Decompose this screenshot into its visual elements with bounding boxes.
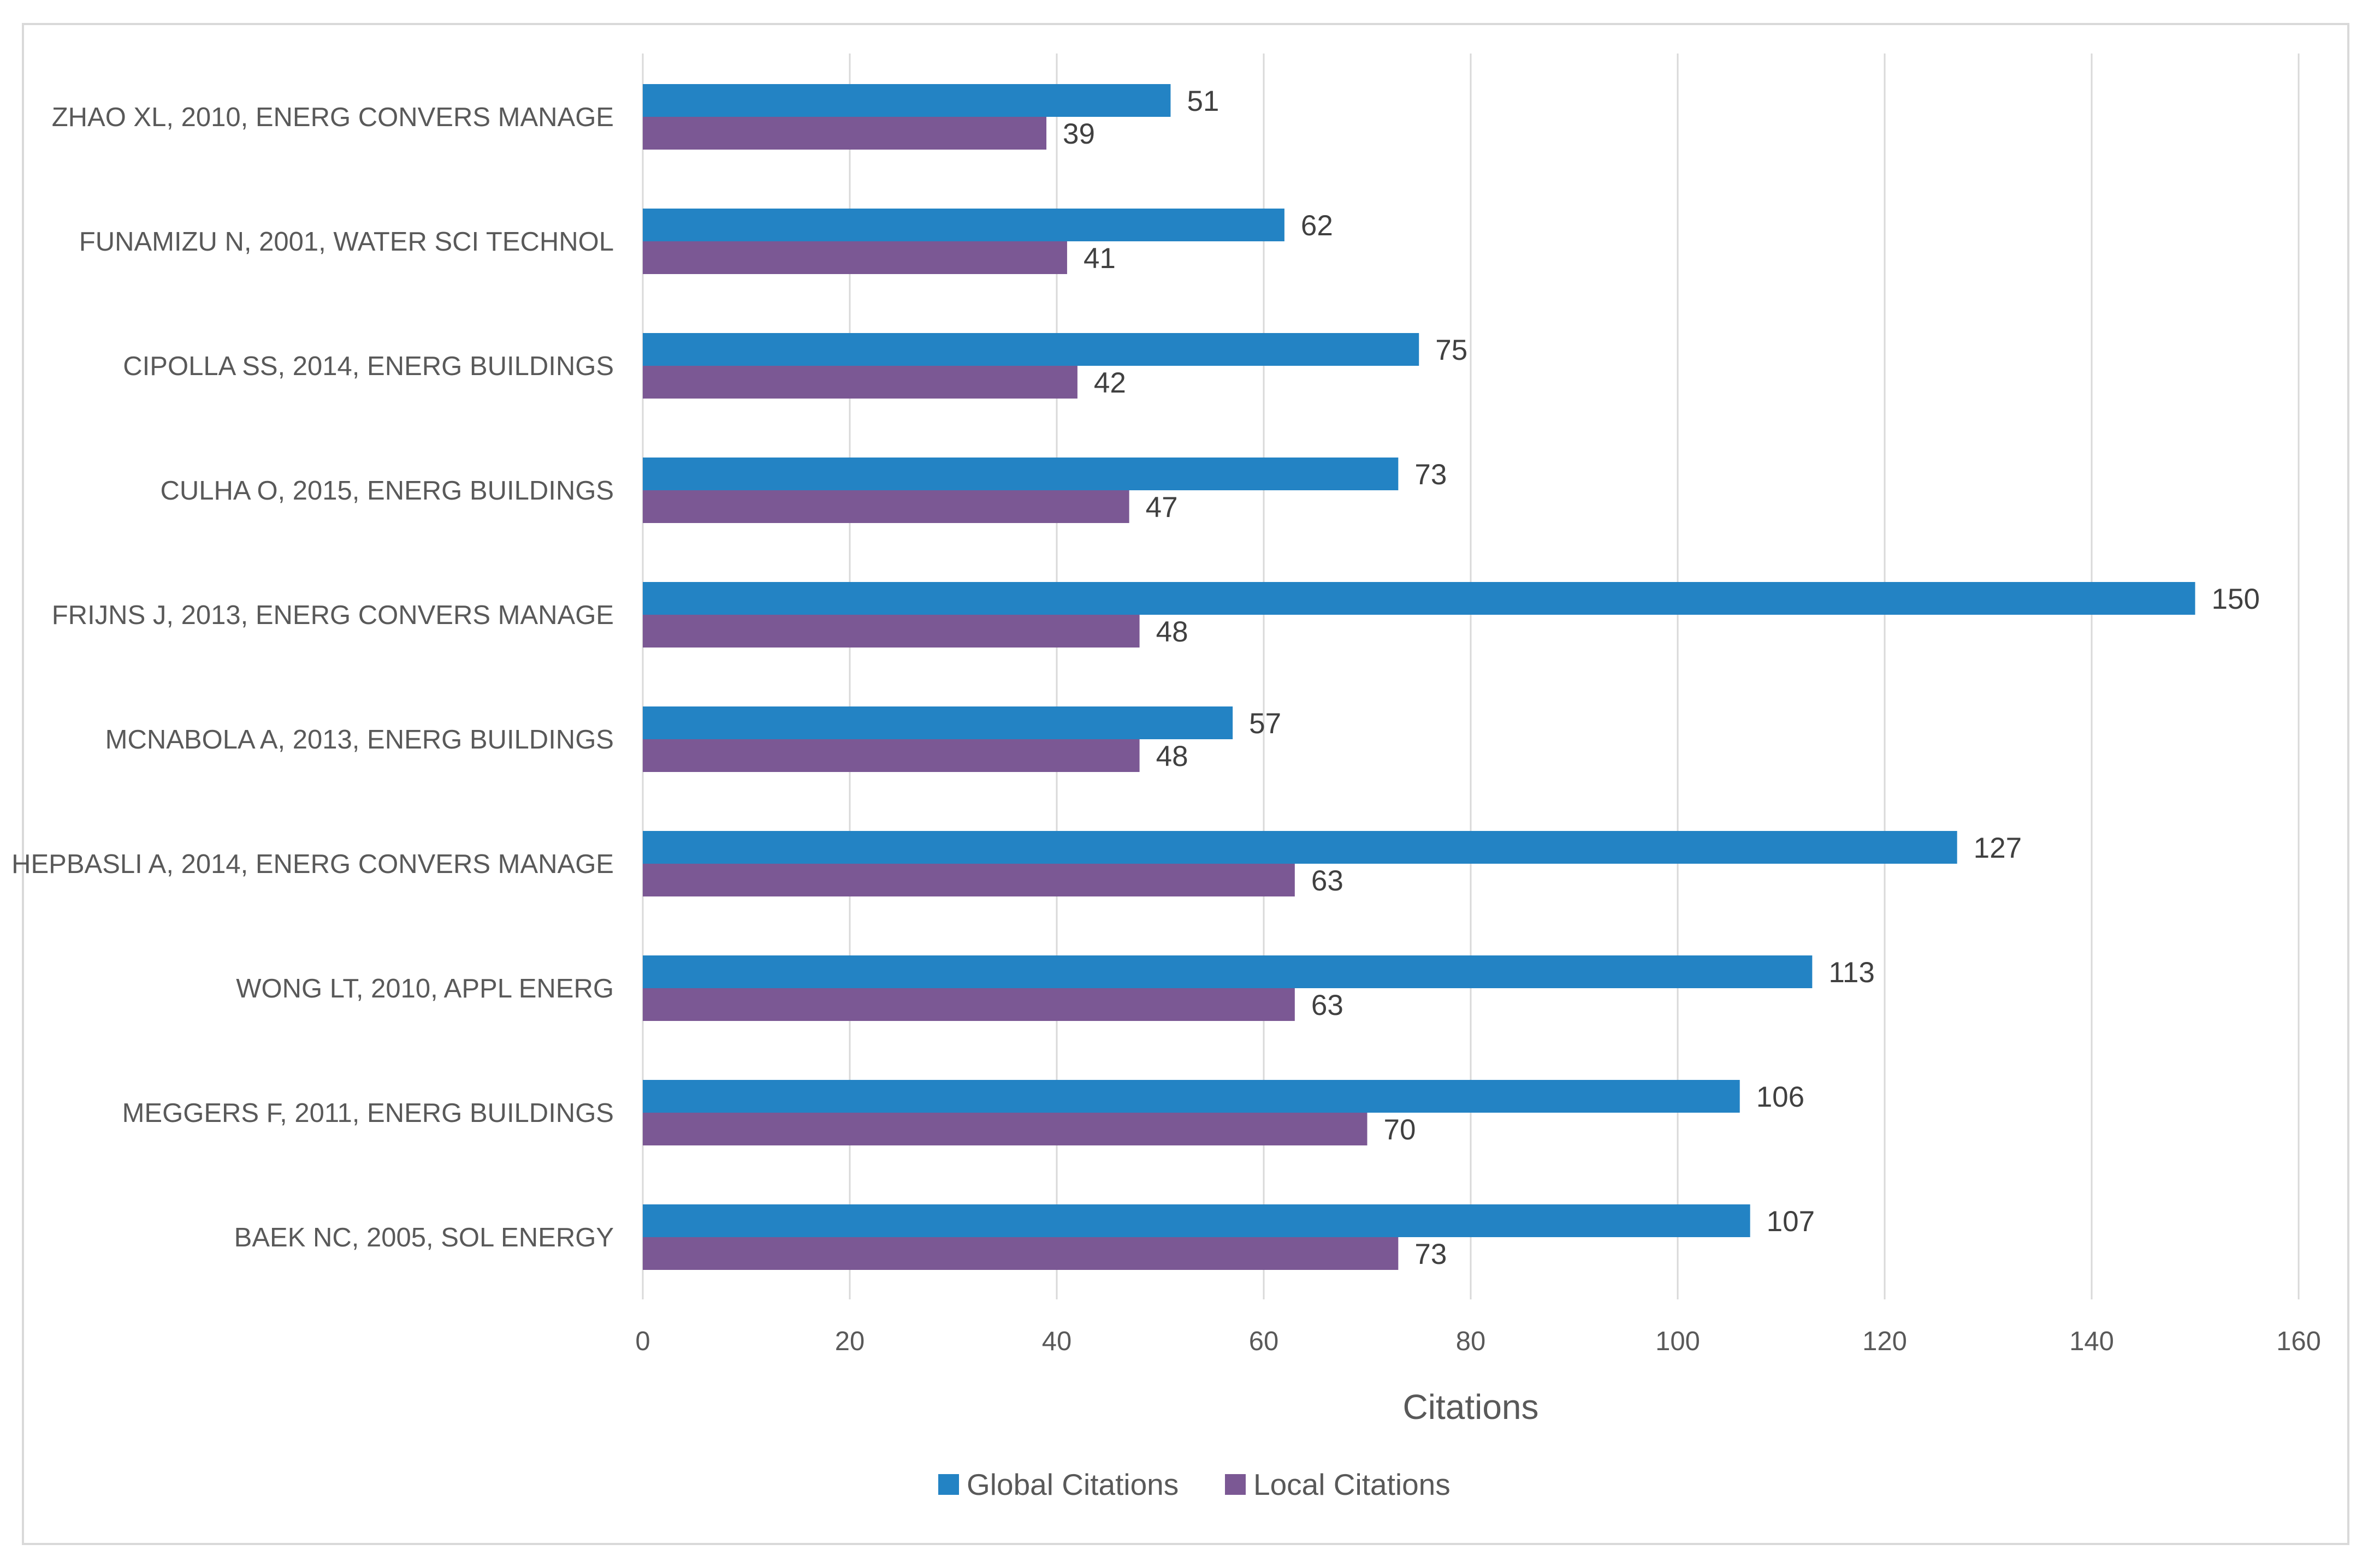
global-data-label-7: 113 [1828, 957, 1875, 989]
x-tick-label-0: 0 [635, 1327, 650, 1356]
global-data-label-6: 127 [1974, 832, 2022, 864]
category-label-7: WONG LT, 2010, APPL ENERG [236, 974, 614, 1003]
local-bar-5 [643, 739, 1140, 772]
local-data-label-1: 41 [1084, 242, 1116, 275]
local-bar-7 [643, 988, 1295, 1021]
local-legend-label: Local Citations [1253, 1468, 1451, 1501]
x-tick-label-120: 120 [1862, 1327, 1907, 1356]
global-data-label-3: 73 [1414, 459, 1447, 491]
local-data-label-6: 63 [1311, 865, 1343, 897]
bars [643, 84, 2195, 1270]
global-data-label-0: 51 [1187, 85, 1219, 117]
global-data-label-4: 150 [2212, 583, 2260, 615]
x-axis-title: Citations [1403, 1387, 1539, 1427]
local-data-label-3: 47 [1146, 491, 1178, 524]
x-tick-label-160: 160 [2276, 1327, 2321, 1356]
x-tick-label-80: 80 [1456, 1327, 1486, 1356]
local-data-label-8: 70 [1384, 1114, 1416, 1146]
legend: Global Citations Local Citations [938, 1468, 1451, 1501]
local-data-label-0: 39 [1063, 118, 1095, 150]
global-bar-3 [643, 458, 1399, 490]
x-tick-label-100: 100 [1655, 1327, 1700, 1356]
local-bar-4 [643, 615, 1140, 648]
global-data-label-5: 57 [1249, 708, 1281, 740]
global-bar-1 [643, 209, 1284, 241]
labels: 0 20 40 60 80 100 120 140 160 ZHAO XL, 2010, ENER… [11, 85, 2321, 1356]
category-label-8: MEGGERS F, 2011, ENERG BUILDINGS [122, 1098, 614, 1128]
category-label-2: CIPOLLA SS, 2014, ENERG BUILDINGS [123, 352, 614, 381]
x-tick-label-20: 20 [835, 1327, 865, 1356]
global-data-label-9: 107 [1767, 1205, 1815, 1238]
local-bar-2 [643, 366, 1078, 399]
x-tick-label-60: 60 [1249, 1327, 1279, 1356]
global-bar-5 [643, 706, 1233, 739]
global-bar-2 [643, 333, 1419, 366]
local-bar-8 [643, 1113, 1367, 1145]
global-bar-9 [643, 1204, 1750, 1237]
local-bar-6 [643, 864, 1295, 896]
x-tick-label-40: 40 [1042, 1327, 1072, 1356]
local-data-label-2: 42 [1094, 367, 1126, 399]
local-bar-0 [643, 117, 1047, 150]
category-label-5: MCNABOLA A, 2013, ENERG BUILDINGS [105, 725, 614, 755]
category-label-1: FUNAMIZU N, 2001, WATER SCI TECHNOL [79, 227, 614, 257]
category-label-6: HEPBASLI A, 2014, ENERG CONVERS MANAGE [11, 850, 614, 879]
local-data-label-5: 48 [1156, 740, 1188, 773]
global-bar-7 [643, 955, 1813, 988]
global-legend-label: Global Citations [967, 1468, 1179, 1501]
local-bar-9 [643, 1237, 1399, 1270]
chart-frame [22, 23, 2349, 1545]
global-data-label-2: 75 [1435, 334, 1467, 366]
global-bar-0 [643, 84, 1171, 117]
global-bar-6 [643, 831, 1957, 864]
category-label-4: FRIJNS J, 2013, ENERG CONVERS MANAGE [52, 601, 614, 630]
local-legend-swatch [1225, 1474, 1246, 1495]
local-data-label-7: 63 [1311, 989, 1343, 1021]
x-tick-label-140: 140 [2069, 1327, 2114, 1356]
global-legend-swatch [938, 1474, 959, 1495]
category-label-9: BAEK NC, 2005, SOL ENERGY [234, 1223, 614, 1252]
category-label-0: ZHAO XL, 2010, ENERG CONVERS MANAGE [52, 103, 614, 132]
global-data-label-1: 62 [1301, 210, 1333, 242]
global-bar-8 [643, 1080, 1740, 1113]
global-bar-4 [643, 582, 2195, 615]
global-data-label-8: 106 [1756, 1081, 1804, 1113]
local-bar-1 [643, 241, 1067, 274]
local-bar-3 [643, 490, 1129, 523]
local-data-label-4: 48 [1156, 616, 1188, 648]
local-data-label-9: 73 [1414, 1238, 1447, 1270]
category-label-3: CULHA O, 2015, ENERG BUILDINGS [160, 476, 614, 506]
